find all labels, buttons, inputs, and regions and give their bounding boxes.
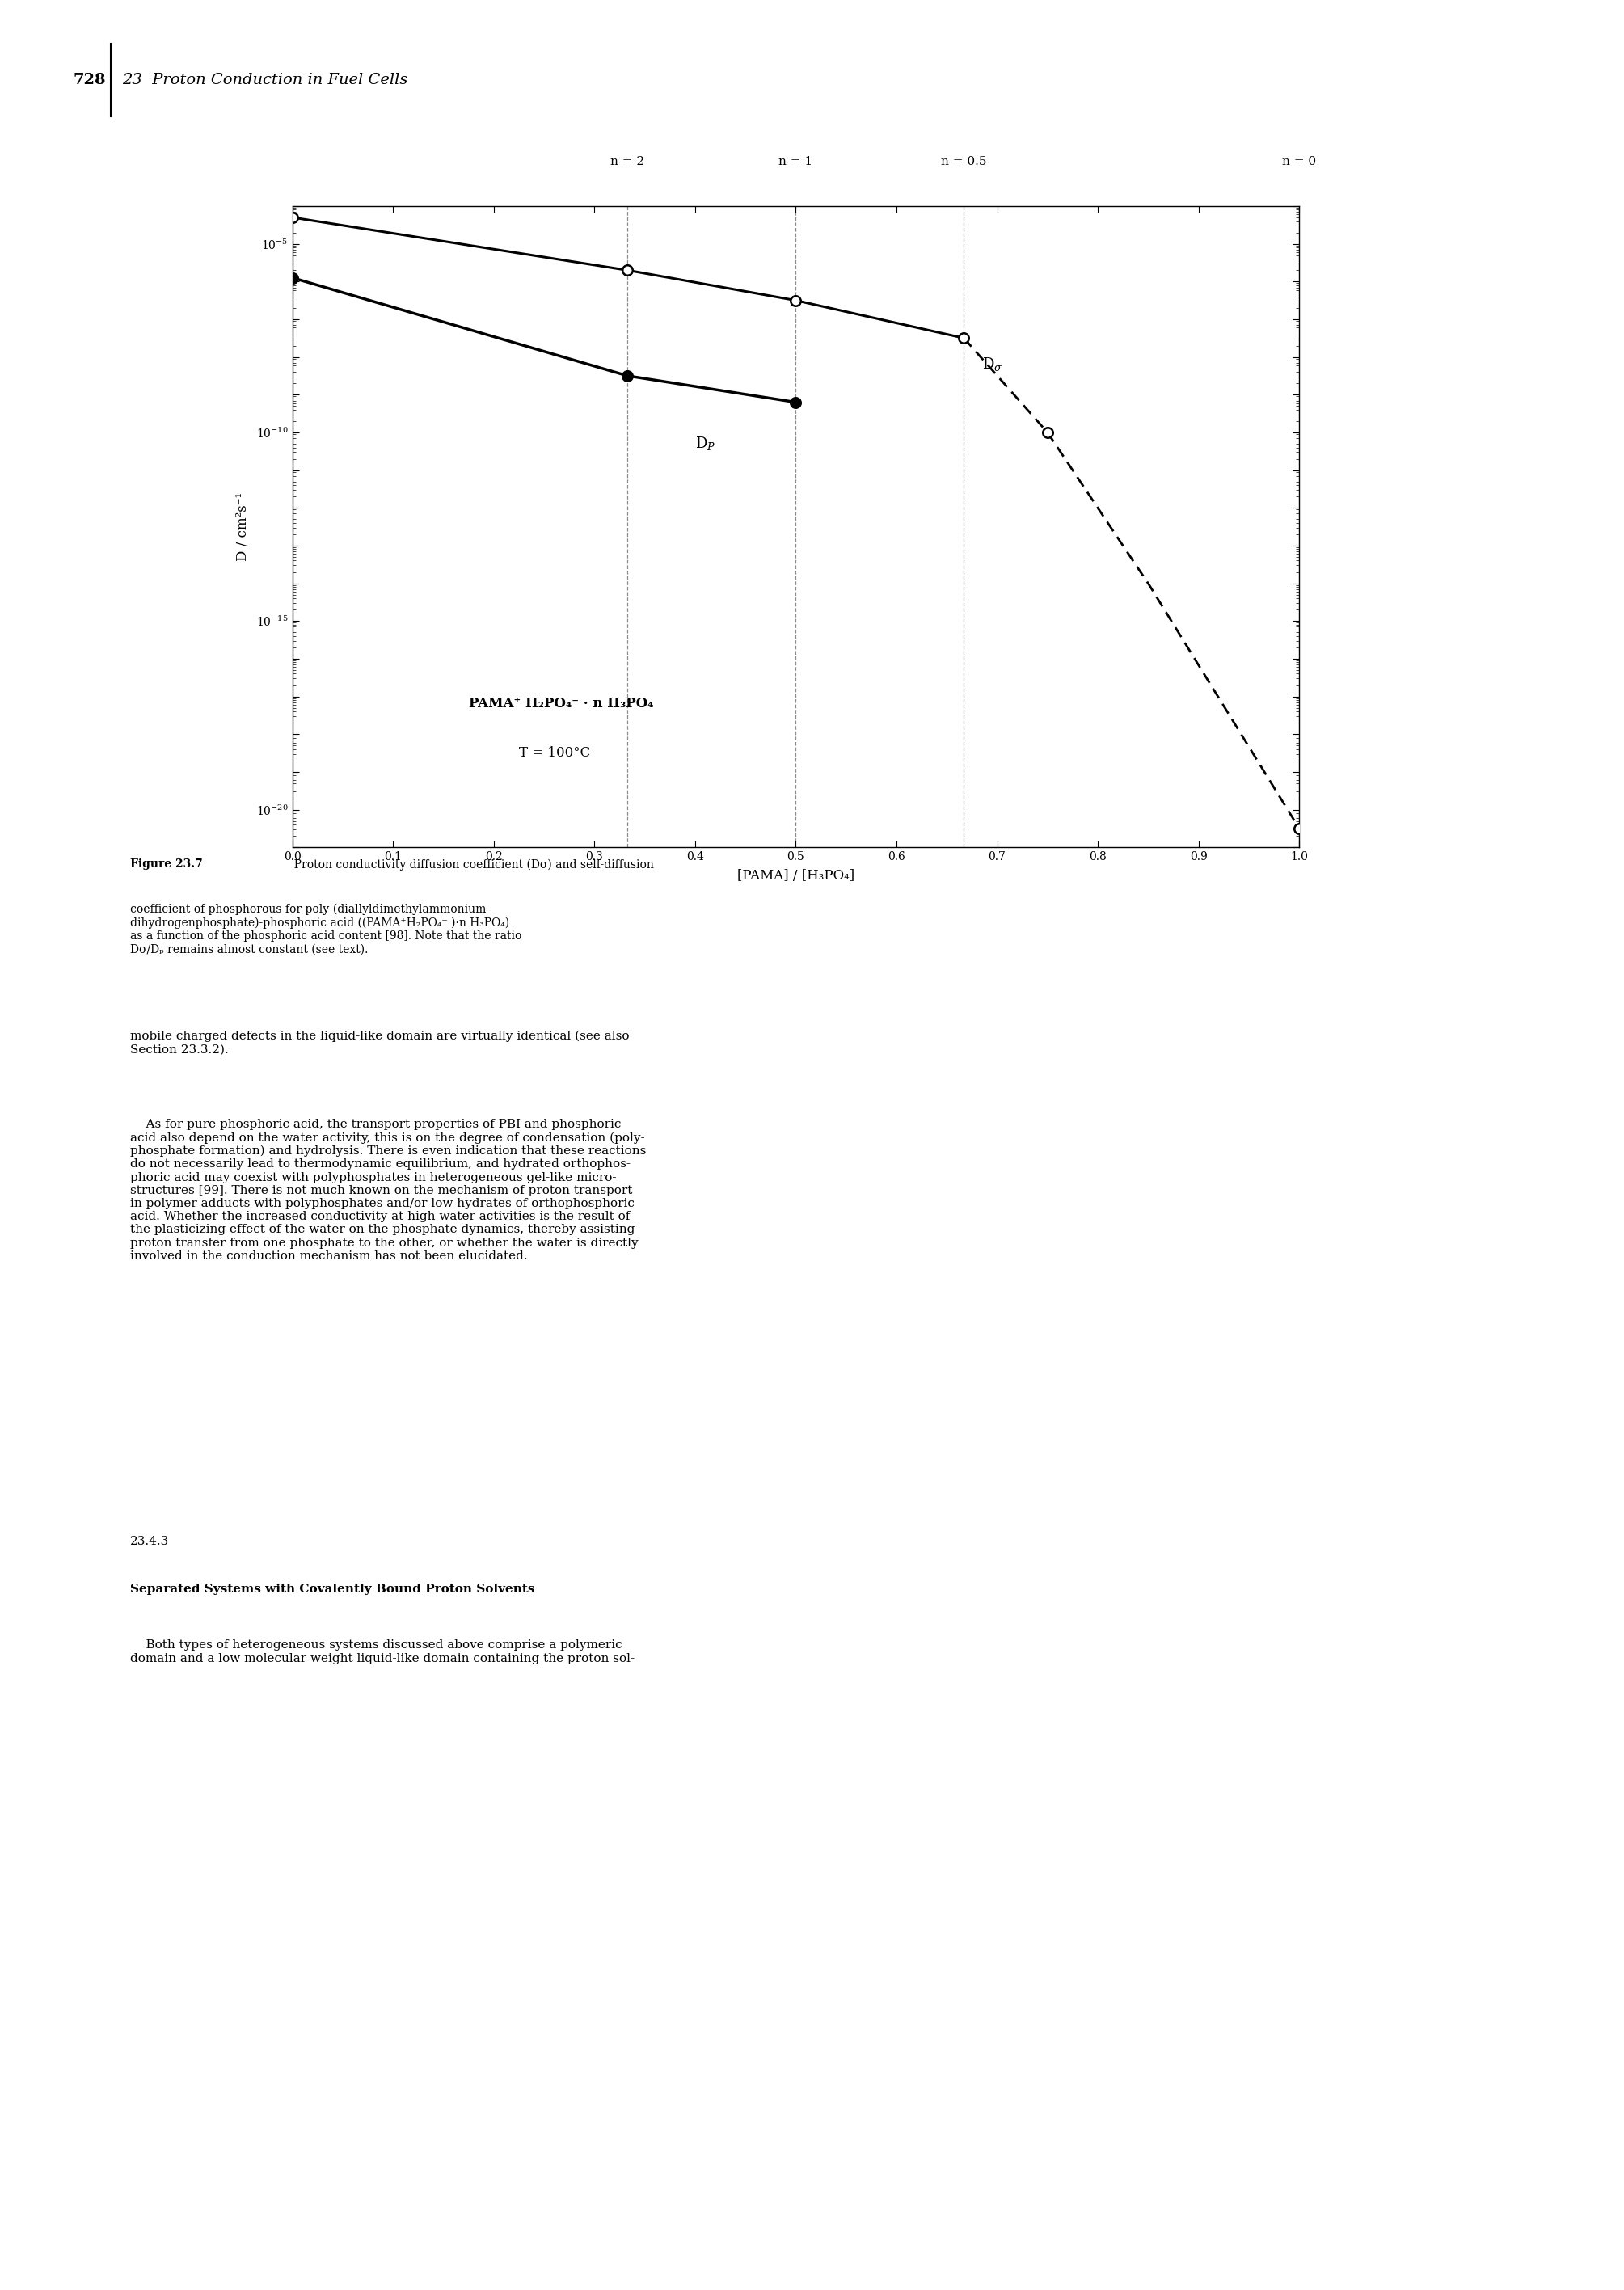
Text: D$_\sigma$: D$_\sigma$ xyxy=(983,355,1002,373)
Text: As for pure phosphoric acid, the transport properties of PBI and phosphoric
acid: As for pure phosphoric acid, the transpo… xyxy=(130,1118,646,1262)
Text: n = 0.5: n = 0.5 xyxy=(940,156,987,167)
Text: D$_P$: D$_P$ xyxy=(695,435,716,451)
Text: Figure 23.7: Figure 23.7 xyxy=(130,859,203,870)
Text: n = 0: n = 0 xyxy=(1283,156,1315,167)
X-axis label: [PAMA] / [H₃PO₄]: [PAMA] / [H₃PO₄] xyxy=(737,870,854,884)
Text: PAMA⁺ H₂PO₄⁻ · n H₃PO₄: PAMA⁺ H₂PO₄⁻ · n H₃PO₄ xyxy=(468,696,653,710)
Text: mobile charged defects in the liquid-like domain are virtually identical (see al: mobile charged defects in the liquid-lik… xyxy=(130,1030,628,1056)
Y-axis label: D / cm²s⁻¹: D / cm²s⁻¹ xyxy=(235,492,250,561)
Text: n = 2: n = 2 xyxy=(611,156,645,167)
Text: coefficient of phosphorous for poly-(diallyldimethylammonium-
dihydrogenphosphat: coefficient of phosphorous for poly-(dia… xyxy=(130,905,521,955)
Text: Separated Systems with Covalently Bound Proton Solvents: Separated Systems with Covalently Bound … xyxy=(130,1585,534,1594)
Text: T = 100°C: T = 100°C xyxy=(520,747,590,760)
Text: 23  Proton Conduction in Fuel Cells: 23 Proton Conduction in Fuel Cells xyxy=(122,73,408,87)
Text: Both types of heterogeneous systems discussed above comprise a polymeric
domain : Both types of heterogeneous systems disc… xyxy=(130,1640,635,1665)
Text: Proton conductivity diffusion coefficient (Dσ) and self-diffusion: Proton conductivity diffusion coefficien… xyxy=(287,859,654,870)
Text: n = 1: n = 1 xyxy=(780,156,812,167)
Text: 728: 728 xyxy=(73,73,106,87)
Text: 23.4.3: 23.4.3 xyxy=(130,1534,169,1546)
